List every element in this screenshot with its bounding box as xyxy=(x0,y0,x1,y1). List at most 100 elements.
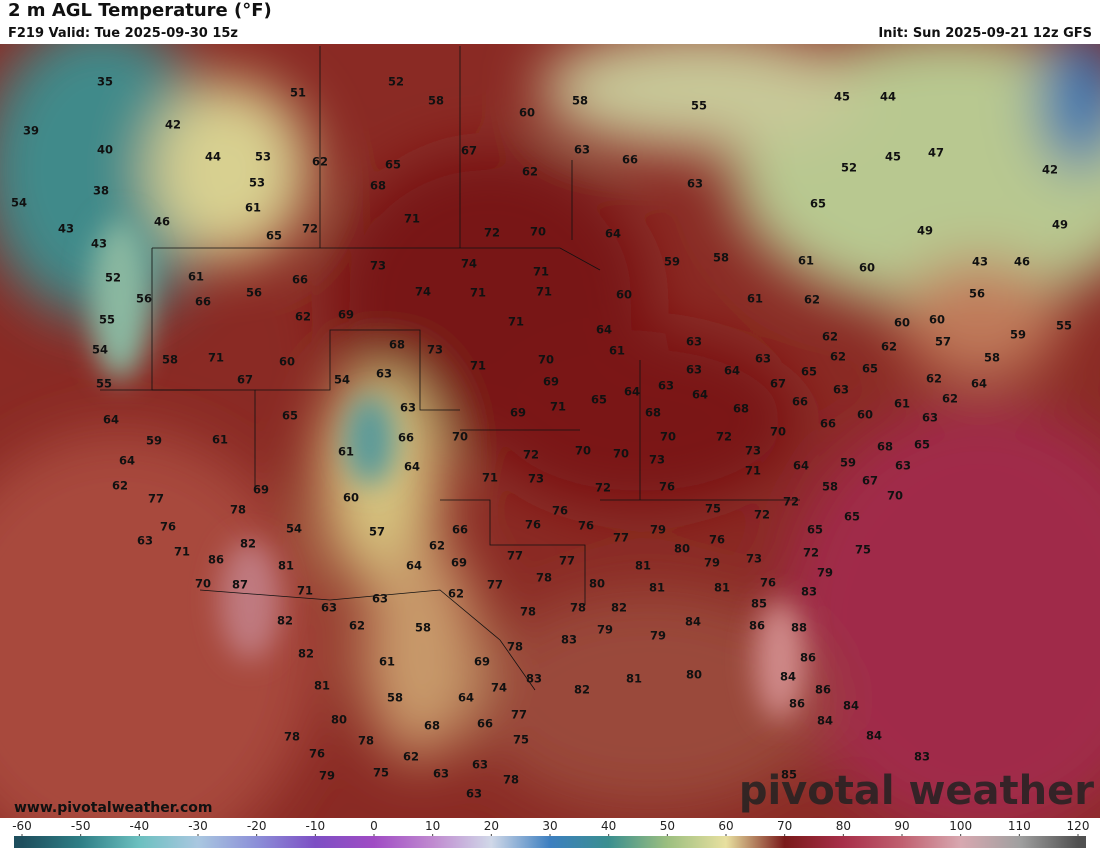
temperature-label: 62 xyxy=(448,587,464,601)
temperature-label: 49 xyxy=(1052,218,1068,232)
temperature-label: 71 xyxy=(470,286,486,300)
temperature-label: 81 xyxy=(626,672,642,686)
temperature-label: 45 xyxy=(885,150,901,164)
temperature-label: 82 xyxy=(611,601,627,615)
temperature-label: 72 xyxy=(595,481,611,495)
temperature-label: 66 xyxy=(792,395,808,409)
temperature-label: 78 xyxy=(284,730,300,744)
temperature-label: 63 xyxy=(376,367,392,381)
temperature-label: 71 xyxy=(508,315,524,329)
temperature-label: 78 xyxy=(503,773,519,787)
temperature-label: 72 xyxy=(302,222,318,236)
temperature-label: 64 xyxy=(103,413,119,427)
temperature-label: 61 xyxy=(188,270,204,284)
temperature-label: 65 xyxy=(282,409,298,423)
temperature-label: 52 xyxy=(841,161,857,175)
colorbar-tick-label: 40 xyxy=(601,819,616,833)
temperature-label: 67 xyxy=(461,144,477,158)
temperature-label: 59 xyxy=(1010,328,1026,342)
colorbar-tick-label: 50 xyxy=(660,819,675,833)
temperature-label: 60 xyxy=(519,106,535,120)
temperature-label: 84 xyxy=(817,714,833,728)
temperature-label: 62 xyxy=(403,750,419,764)
temperature-label: 51 xyxy=(290,86,306,100)
temperature-label: 39 xyxy=(23,124,39,138)
temperature-label: 69 xyxy=(543,375,559,389)
temperature-label: 62 xyxy=(312,155,328,169)
temperature-label: 61 xyxy=(212,433,228,447)
temperature-label: 60 xyxy=(279,355,295,369)
temperature-label: 80 xyxy=(674,542,690,556)
temperature-label: 71 xyxy=(174,545,190,559)
temperature-label: 77 xyxy=(559,554,575,568)
temperature-label: 57 xyxy=(935,335,951,349)
temperature-label: 75 xyxy=(705,502,721,516)
temperature-label: 71 xyxy=(745,464,761,478)
temperature-label: 55 xyxy=(96,377,112,391)
temperature-label: 83 xyxy=(561,633,577,647)
temperature-label: 65 xyxy=(266,229,282,243)
temperature-label: 70 xyxy=(538,353,554,367)
temperature-label: 63 xyxy=(922,411,938,425)
temperature-label: 77 xyxy=(613,531,629,545)
temperature-label: 59 xyxy=(840,456,856,470)
temperature-label: 85 xyxy=(751,597,767,611)
temperature-label: 58 xyxy=(572,94,588,108)
temperature-label: 74 xyxy=(491,681,507,695)
temperature-label: 58 xyxy=(428,94,444,108)
temperature-label: 66 xyxy=(622,153,638,167)
temperature-label: 62 xyxy=(522,165,538,179)
temperature-label: 70 xyxy=(195,577,211,591)
temperature-label: 62 xyxy=(804,293,820,307)
temperature-label: 67 xyxy=(862,474,878,488)
temperature-label: 63 xyxy=(574,143,590,157)
colorbar-tick-label: -30 xyxy=(188,819,208,833)
temperature-label: 69 xyxy=(510,406,526,420)
colorbar-tick-label: 10 xyxy=(425,819,440,833)
temperature-label: 59 xyxy=(664,255,680,269)
temperature-label: 63 xyxy=(372,592,388,606)
temperature-label: 61 xyxy=(747,292,763,306)
temperature-label: 40 xyxy=(97,143,113,157)
watermark: pivotal weather xyxy=(739,768,1094,814)
temperature-label: 86 xyxy=(789,697,805,711)
colorbar-tick-label: 70 xyxy=(777,819,792,833)
temperature-label: 64 xyxy=(605,227,621,241)
temperature-label: 38 xyxy=(93,184,109,198)
temperature-label: 53 xyxy=(255,150,271,164)
temperature-label: 65 xyxy=(914,438,930,452)
temperature-label: 70 xyxy=(770,425,786,439)
temperature-label: 86 xyxy=(815,683,831,697)
temperature-label: 78 xyxy=(230,503,246,517)
temperature-label: 67 xyxy=(770,377,786,391)
temperature-label: 76 xyxy=(525,518,541,532)
temperature-label: 84 xyxy=(780,670,796,684)
temperature-label: 83 xyxy=(914,750,930,764)
temperature-label: 55 xyxy=(691,99,707,113)
temperature-label: 64 xyxy=(971,377,987,391)
temperature-label: 60 xyxy=(929,313,945,327)
temperature-label: 72 xyxy=(783,495,799,509)
temperature-label: 62 xyxy=(926,372,942,386)
temperature-label: 55 xyxy=(1056,319,1072,333)
temperature-label: 65 xyxy=(862,362,878,376)
temperature-label: 63 xyxy=(895,459,911,473)
temperature-label: 79 xyxy=(704,556,720,570)
temperature-label: 76 xyxy=(709,533,725,547)
temperature-label: 62 xyxy=(429,539,445,553)
temperature-label: 52 xyxy=(105,271,121,285)
temperature-label: 73 xyxy=(427,343,443,357)
site-url: www.pivotalweather.com xyxy=(14,800,213,816)
boundaries xyxy=(100,46,800,691)
temperature-label: 69 xyxy=(474,655,490,669)
temperature-label: 71 xyxy=(550,400,566,414)
temperature-label: 69 xyxy=(253,483,269,497)
colorbar-tick-label: 110 xyxy=(1008,819,1031,833)
temperature-label: 78 xyxy=(507,640,523,654)
temperature-label: 87 xyxy=(232,578,248,592)
temperature-label: 65 xyxy=(810,197,826,211)
temperature-label: 63 xyxy=(686,363,702,377)
title: 2 m AGL Temperature (°F) xyxy=(8,0,272,21)
temperature-label: 82 xyxy=(574,683,590,697)
